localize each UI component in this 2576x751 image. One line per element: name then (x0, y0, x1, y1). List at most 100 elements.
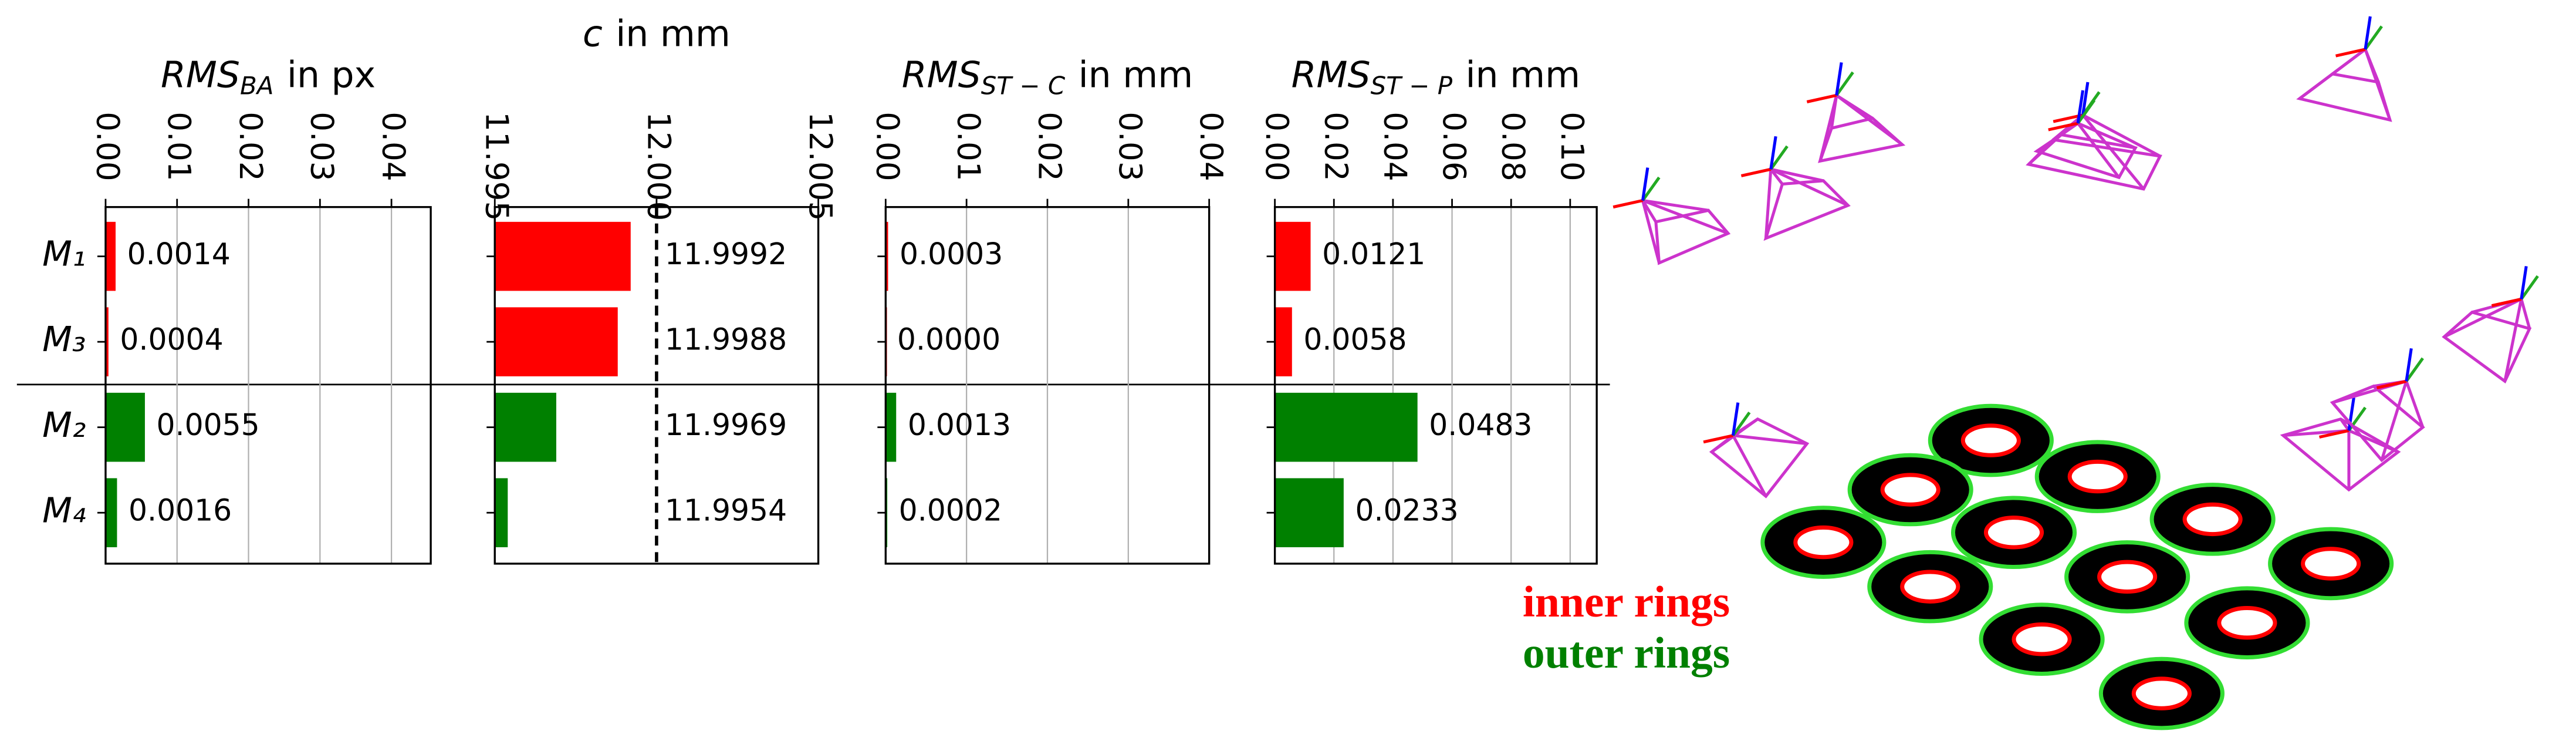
title-subscript: ST − C (981, 71, 1066, 100)
bar (105, 307, 109, 376)
inner-ring (1880, 473, 1941, 507)
value-label: 0.0000 (897, 322, 1000, 357)
inner-ring (2012, 622, 2072, 656)
axis-x (2491, 297, 2522, 308)
x-tick-label: 0.02 (1031, 112, 1067, 181)
camera-edge (2503, 298, 2523, 382)
axis-x (2335, 48, 2366, 58)
axis-y (1641, 176, 1661, 201)
x-tick-label: 0.10 (1554, 112, 1590, 181)
bar (105, 221, 116, 291)
camera-base (2442, 310, 2532, 384)
axis-title: RMSST − C in mm (902, 54, 1193, 100)
x-tick-label: 0.02 (232, 112, 269, 181)
title-main: RMS (161, 54, 240, 96)
x-tick-label: 0.04 (375, 112, 411, 181)
axis-y (2405, 357, 2424, 382)
value-label: 11.9992 (665, 237, 787, 271)
x-tick-label: 0.06 (1436, 112, 1472, 181)
camera-edge (1732, 435, 1767, 497)
value-label: 0.0004 (120, 322, 223, 357)
x-tick-label: 0.03 (304, 112, 340, 181)
x-tick-label: 12.005 (802, 112, 839, 221)
plot-frame (1273, 206, 1598, 565)
bar (885, 392, 897, 462)
value-label: 0.0003 (900, 237, 1003, 271)
bar (1275, 392, 1418, 462)
title-unit: in mm (1079, 54, 1194, 96)
axis-y (2077, 99, 2096, 124)
camera-edge (1642, 199, 1729, 235)
camera-edge (1642, 198, 1709, 212)
value-label: 0.0233 (1355, 493, 1458, 528)
inner-ring (1900, 570, 1960, 604)
x-tick-label: 11.995 (479, 112, 515, 221)
camera-base (2280, 417, 2401, 492)
bar (885, 221, 888, 291)
axis-z (1835, 62, 1843, 96)
x-tick-label: 0.01 (161, 112, 197, 181)
camera-edge (2077, 122, 2121, 179)
camera-edge (1641, 200, 1658, 223)
axis-z (2520, 266, 2528, 299)
camera-edge (1770, 167, 1849, 207)
bar (105, 392, 145, 462)
value-label: 11.9988 (665, 322, 787, 357)
camera-edge (2331, 48, 2367, 75)
camera-edge (2081, 114, 2145, 190)
legend-outer: outer rings (1523, 629, 1730, 678)
title-unit: in mm (616, 13, 731, 55)
value-label: 0.0055 (157, 408, 260, 442)
inner-ring (1793, 525, 1854, 560)
camera-edge (2339, 418, 2351, 432)
axis-z (2405, 348, 2413, 382)
x-tick-label: 0.03 (1112, 112, 1148, 181)
title-main: RMS (1292, 54, 1371, 96)
camera-edge (2405, 380, 2425, 428)
camera-edge (1733, 434, 1807, 446)
x-tick-label: 12.000 (640, 112, 677, 221)
axis-title: RMSBA in px (161, 54, 376, 100)
x-tick-label: 0.04 (1377, 112, 1413, 181)
axis-x (1703, 434, 1733, 444)
axis-y (2520, 275, 2539, 300)
plot-frame (884, 206, 1211, 565)
axis-z (2364, 16, 2372, 50)
bar (1275, 221, 1311, 291)
camera-edge (2364, 49, 2380, 83)
inner-ring (1983, 516, 2044, 550)
title-unit: in mm (1465, 54, 1580, 96)
x-tick-label: 0.02 (1318, 112, 1354, 181)
camera-edge (1769, 168, 1784, 185)
axis-x (1806, 93, 1837, 103)
inner-ring (2217, 606, 2277, 640)
axis-x (2048, 122, 2078, 132)
axis-z (2076, 90, 2085, 124)
x-tick-label: 0.04 (1193, 112, 1229, 181)
axis-y (1835, 71, 1854, 96)
axis-title: c in mm (583, 13, 731, 55)
plot-frame (493, 206, 820, 565)
value-label: 0.0016 (129, 493, 232, 528)
camera-edge (2283, 429, 2349, 437)
camera-edge (2520, 298, 2531, 329)
axis-y (2364, 25, 2383, 50)
axis-x (2376, 379, 2407, 389)
x-tick-label: 0.01 (951, 112, 987, 181)
value-label: 11.9969 (665, 408, 787, 442)
title-subscript: ST − P (1371, 71, 1453, 100)
camera-edge (1641, 200, 1661, 264)
value-label: 0.0058 (1303, 322, 1407, 357)
inner-ring (2131, 676, 2192, 710)
camera-edge (1770, 167, 1824, 183)
camera-edge (1830, 95, 1838, 129)
axis-z (1641, 167, 1649, 201)
axis-x (1612, 198, 1644, 209)
illustration (1612, 16, 2539, 730)
inner-ring (2182, 502, 2243, 537)
camera-edge (2348, 429, 2399, 453)
value-label: 0.0002 (899, 493, 1002, 528)
axis-z (2081, 82, 2090, 116)
camera-edge (1764, 169, 1773, 238)
axis-z (1731, 402, 1740, 436)
